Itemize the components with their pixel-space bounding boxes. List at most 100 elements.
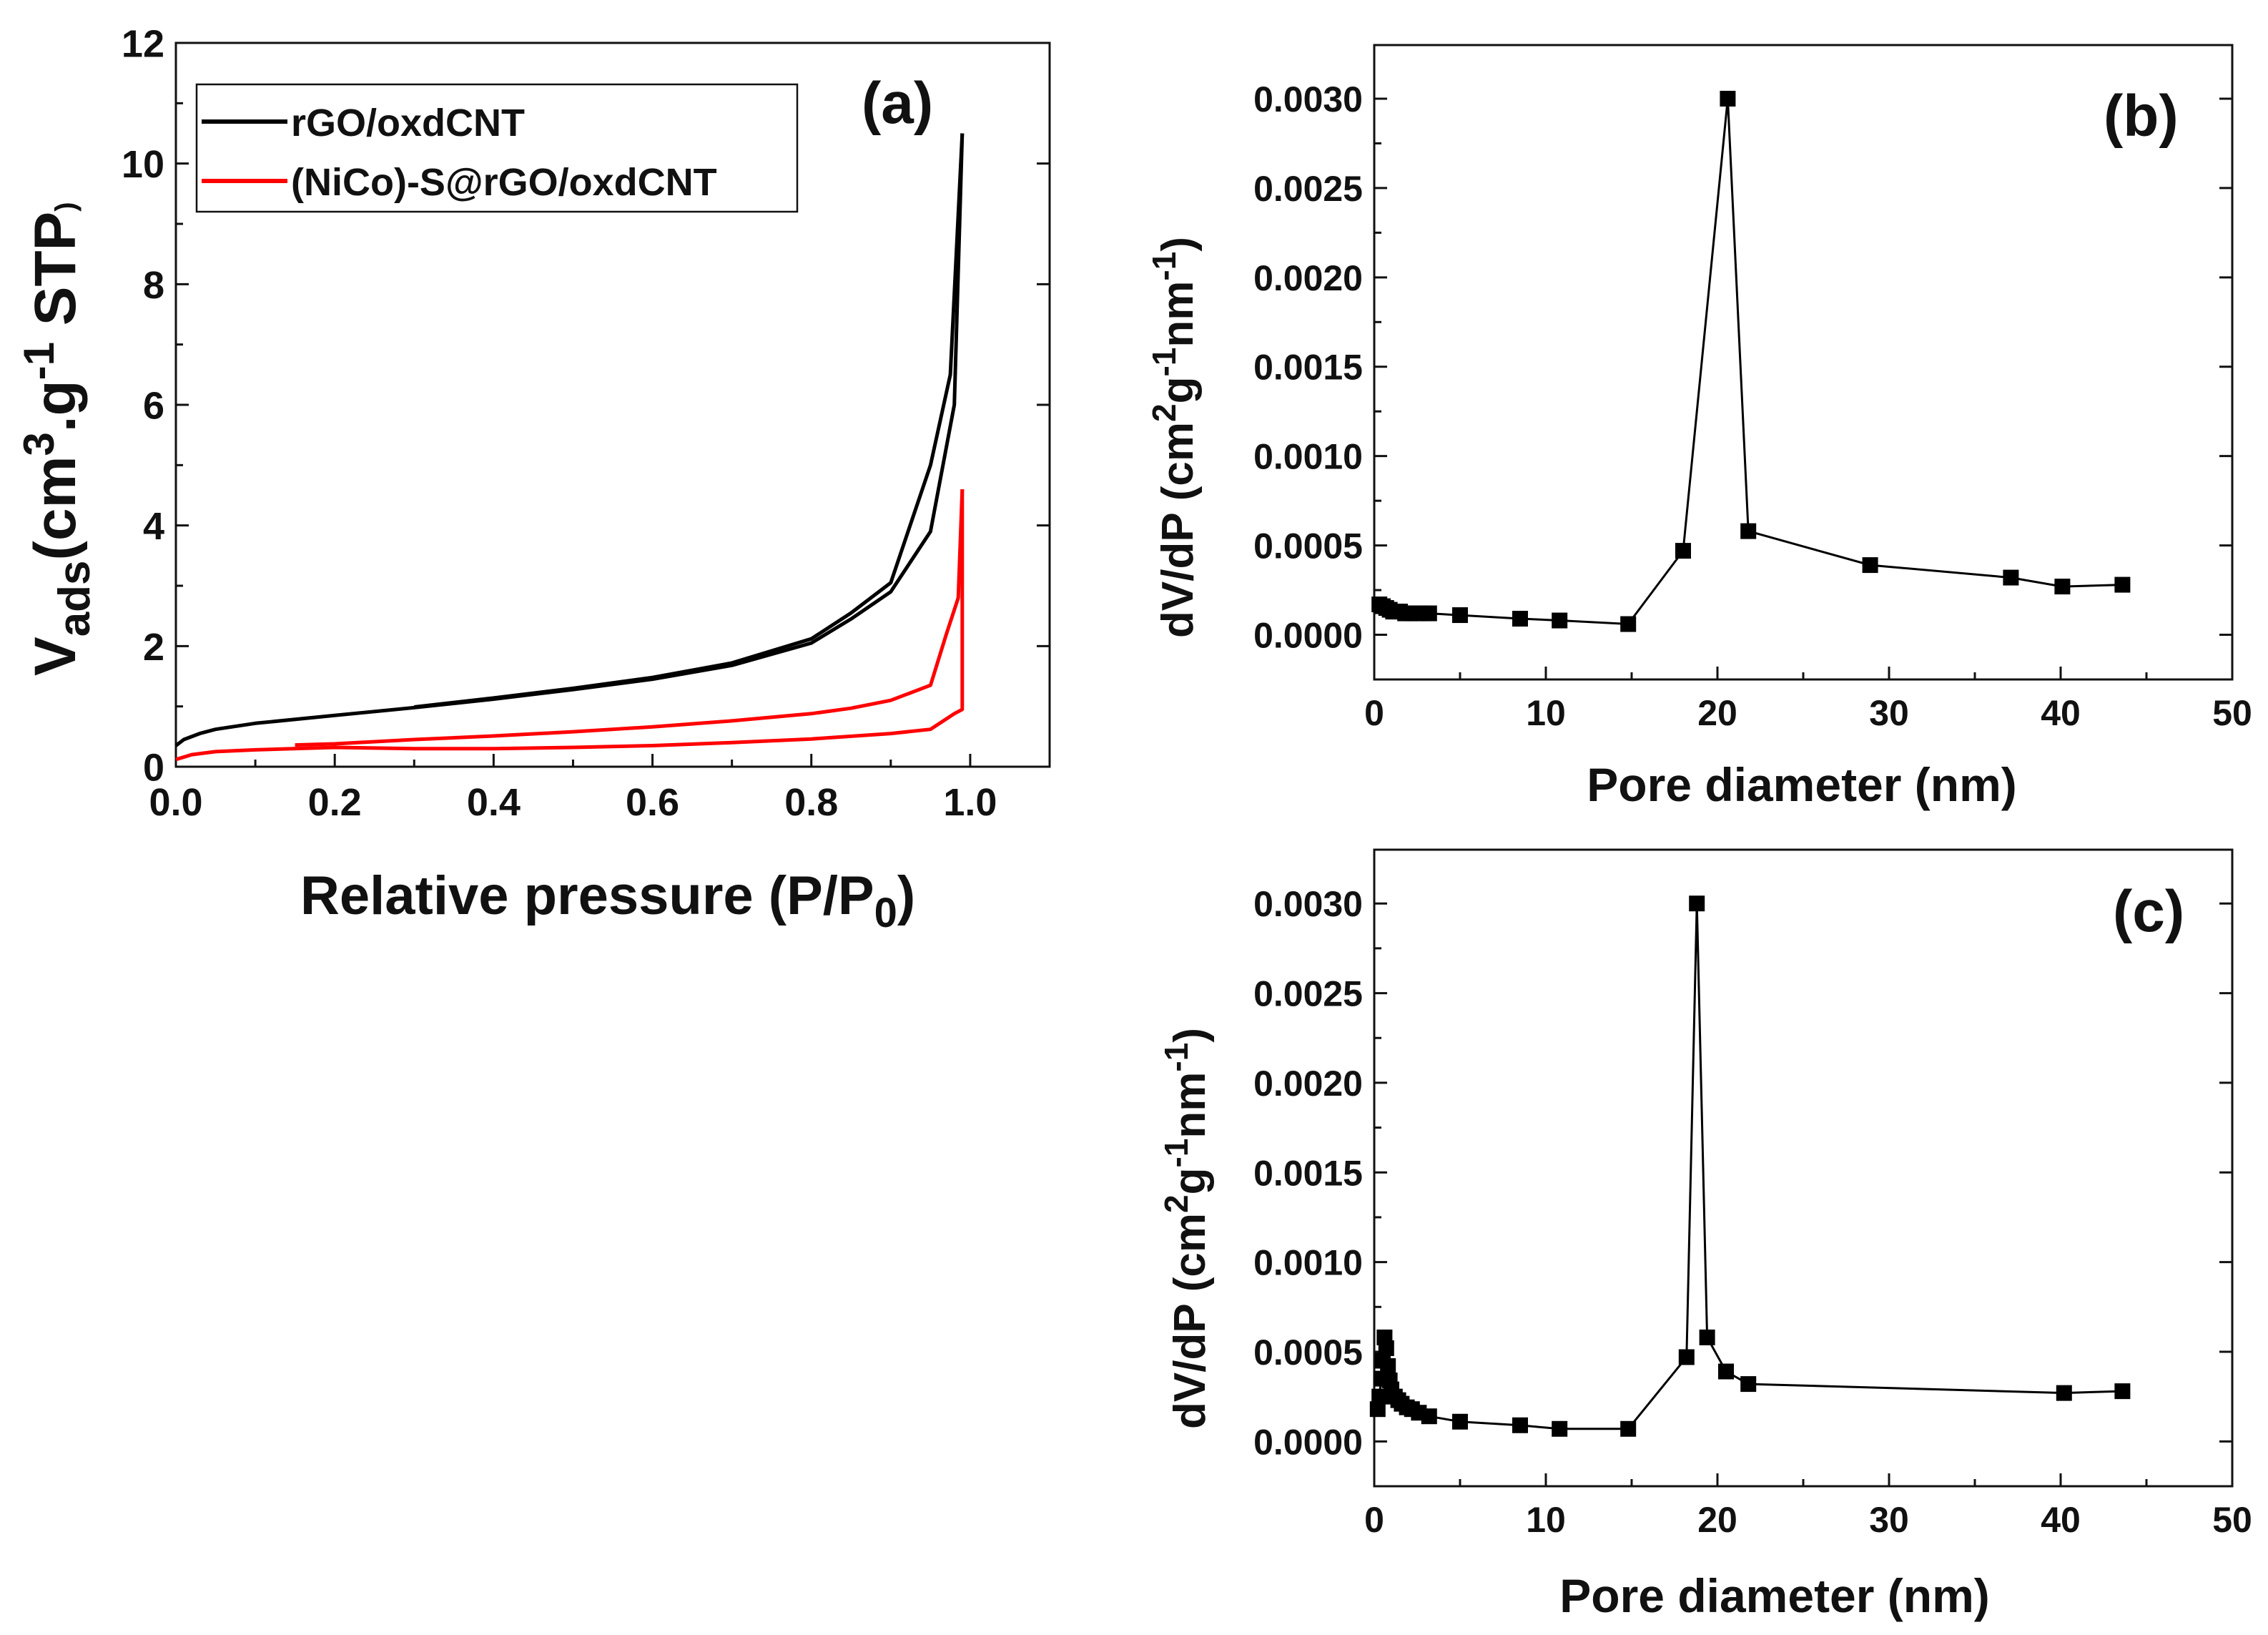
panel-c-data-point	[1378, 1340, 1394, 1356]
panel-b-data-point	[1740, 523, 1757, 539]
x-tick-label: 0.2	[308, 781, 362, 824]
y-tick-label: 2	[143, 626, 164, 669]
b-y-title-4: -1	[1145, 348, 1183, 377]
x-tick-label: 20	[1697, 693, 1737, 733]
panel-c-data-point	[1678, 1349, 1695, 1365]
y-tick-label: 0.0000	[1253, 616, 1363, 656]
y-tick-label: 12	[122, 22, 164, 65]
y-tick-label: 0.0005	[1253, 1332, 1363, 1373]
panel-b-data-point	[1720, 90, 1736, 107]
x-tick-label: 30	[1869, 1500, 1909, 1540]
panel-c-data-point	[1380, 1358, 1396, 1375]
panel-b-y-ticks: 0.0000 0.0005 0.0010 0.0015 0.0020 0.0025 0.00…	[1253, 79, 2232, 656]
panel-a-y-axis-title: Vads(cm3.g-1 STP)	[15, 202, 99, 676]
x-tick-label: 50	[2212, 693, 2252, 733]
panel-c-data-point	[2114, 1383, 2131, 1400]
y-title-cm: (cm	[23, 456, 88, 561]
panel-c-series	[1369, 895, 2131, 1437]
panel-c-y-axis-title: dV/dP (cm2g-1nm-1)	[1158, 1028, 1215, 1429]
b-y-title-3: g	[1153, 376, 1203, 403]
y-tick-label: 0.0030	[1253, 79, 1363, 119]
c-y-title-4: -1	[1158, 1139, 1195, 1168]
c-y-title-6: -1	[1158, 1043, 1195, 1072]
y-tick-label: 0.0005	[1253, 526, 1363, 566]
y-tick-label: 0.0025	[1253, 169, 1363, 209]
x-tick-label: 40	[2041, 693, 2081, 733]
y-tick-label: 10	[122, 143, 164, 186]
panel-b-data-point	[1552, 612, 1568, 629]
panel-c-data-point	[1371, 1388, 1388, 1405]
panel-c-label: (c)	[2113, 879, 2184, 944]
panel-c-data-point	[1552, 1420, 1568, 1437]
c-y-title-1: dV/dP (cm	[1165, 1213, 1215, 1429]
b-y-title-2: 2	[1145, 403, 1183, 422]
y-tick-label: 6	[143, 384, 164, 427]
series-line-rgo-oxdcnt-desorption	[414, 133, 965, 709]
y-title-stp: STP	[23, 212, 88, 342]
panel-b-data-point	[1512, 611, 1528, 627]
legend-label-nico-s-rgo-oxdcnt: (NiCo)-S@rGO/oxdCNT	[291, 161, 717, 204]
c-y-title-2: 2	[1158, 1194, 1195, 1213]
panel-c-x-axis-title: Pore diameter (nm)	[1559, 1569, 1989, 1622]
c-y-title-3: g	[1165, 1167, 1215, 1194]
panel-c-y-ticks: 0.0000 0.0005 0.0010 0.0015 0.0020 0.0025 0.00…	[1253, 884, 2232, 1462]
x-tick-label: 30	[1869, 693, 1909, 733]
y-title-close: )	[50, 202, 82, 211]
y-tick-label: 0.0020	[1253, 258, 1363, 298]
x-tick-label: 10	[1526, 693, 1566, 733]
y-tick-label: 8	[143, 264, 164, 307]
panel-c-data-point	[1689, 895, 1705, 912]
panel-b-data-point	[1862, 557, 1878, 574]
panel-b-label: (b)	[2104, 84, 2179, 149]
x-title-main: Relative pressure (P/P	[300, 865, 874, 926]
y-title-g: .g	[23, 380, 88, 432]
panel-c-series-line	[1376, 903, 2123, 1430]
y-tick-label: 0	[143, 746, 164, 789]
y-tick-label: 0.0015	[1253, 348, 1363, 388]
y-tick-label: 0.0030	[1253, 884, 1363, 924]
b-y-title-5: nm	[1153, 281, 1203, 348]
x-tick-label: 20	[1697, 1500, 1737, 1540]
panel-b-data-point	[1675, 543, 1691, 559]
c-y-title-7: )	[1165, 1028, 1215, 1043]
y-tick-label: 0.0020	[1253, 1064, 1363, 1104]
x-title-close: )	[897, 865, 915, 926]
panel-a-x-axis-title: Relative pressure (P/P0)	[300, 865, 915, 936]
series-line-rgo-oxdcnt-adsorption	[174, 133, 965, 747]
x-tick-label: 0.0	[149, 781, 202, 824]
b-y-title-7: )	[1153, 237, 1203, 252]
panel-c-data-point	[1452, 1413, 1468, 1430]
y-tick-label: 0.0015	[1253, 1153, 1363, 1193]
x-tick-label: 0	[1364, 693, 1384, 733]
x-tick-label: 0	[1364, 1500, 1384, 1540]
legend-label-rgo-oxdcnt: rGO/oxdCNT	[291, 102, 525, 144]
panel-a-label: (a)	[862, 71, 933, 136]
y-tick-label: 0.0010	[1253, 1243, 1363, 1283]
x-tick-label: 40	[2041, 1500, 2081, 1540]
x-title-subscript: 0	[874, 890, 897, 936]
panel-b-y-axis-title: dV/dP (cm2g-1nm-1)	[1145, 237, 1203, 638]
y-tick-label: 4	[143, 505, 164, 548]
panel-c-data-point	[2056, 1385, 2072, 1401]
y-tick-label: 0.0000	[1253, 1422, 1363, 1462]
series-line-nico-s-rgo-oxdcnt-adsorption	[175, 489, 965, 762]
panel-b-data-point	[2054, 579, 2071, 595]
c-y-title-5: nm	[1165, 1072, 1215, 1139]
panel-b-data-point	[1620, 616, 1637, 632]
panel-c-data-point	[1718, 1363, 1734, 1380]
panel-a-legend: rGO/oxdCNT (NiCo)-S@rGO/oxdCNT	[195, 83, 799, 213]
panel-c-data-point	[1369, 1401, 1386, 1418]
panel-b-data-point	[1452, 607, 1468, 624]
panel-a-series	[174, 133, 965, 762]
panel-c-data-point	[1421, 1408, 1437, 1425]
legend-box	[195, 83, 799, 213]
panel-b-data-point	[2003, 569, 2019, 586]
x-tick-label: 0.4	[467, 781, 521, 824]
panel-b-series	[1371, 90, 2131, 632]
b-y-title-1: dV/dP (cm	[1153, 422, 1203, 638]
panel-c-data-point	[1512, 1417, 1528, 1433]
b-y-title-6: -1	[1145, 252, 1183, 281]
x-tick-label: 10	[1526, 1500, 1566, 1540]
x-tick-label: 1.0	[943, 781, 997, 824]
